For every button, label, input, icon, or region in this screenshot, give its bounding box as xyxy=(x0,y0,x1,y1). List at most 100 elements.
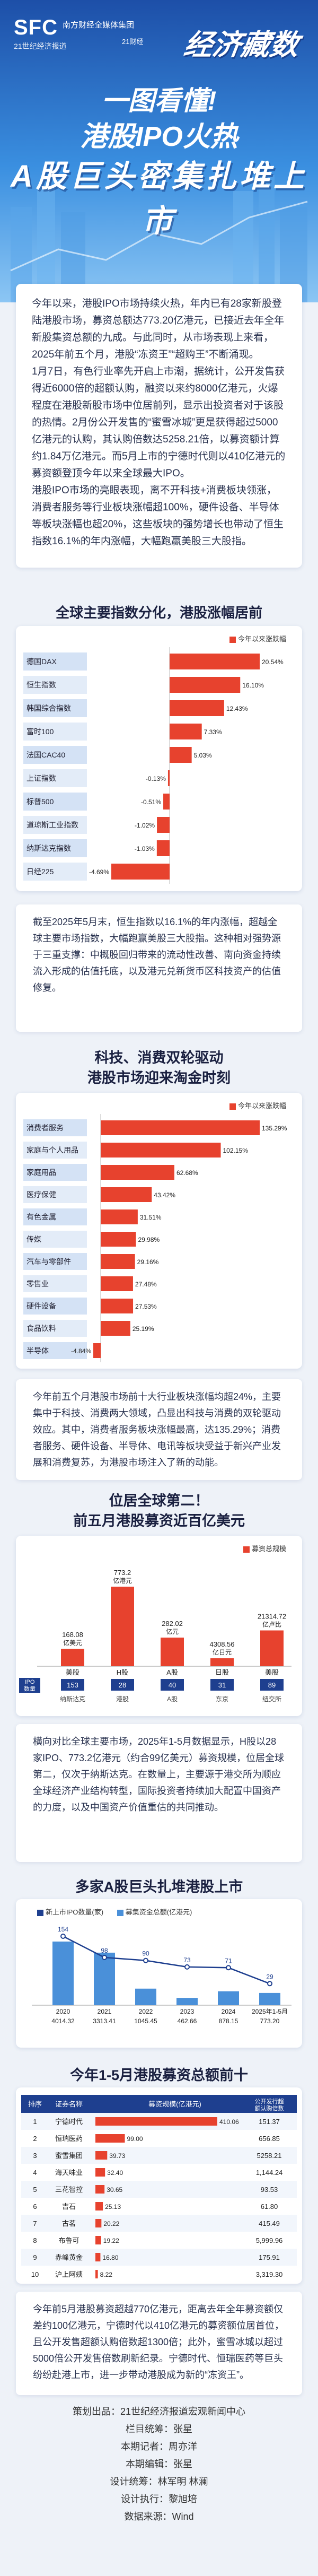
category-label-bg xyxy=(23,746,87,764)
bar xyxy=(101,1209,138,1224)
table-row-bg xyxy=(21,2198,297,2215)
category-label-bg xyxy=(23,1164,87,1181)
category-label-bg xyxy=(23,1253,87,1270)
table-row-bg xyxy=(21,2147,297,2164)
data-label: -0.13% xyxy=(146,775,166,782)
data-label: 773.2 xyxy=(114,1569,131,1577)
chart1-svg: 德国DAX 20.54% 恒生指数 16.10% 韩国综合指数 12.43% 富时100 7.… xyxy=(23,647,284,884)
hero-title-line1: 一图看懂! xyxy=(101,86,217,116)
bar xyxy=(156,840,170,856)
chart3-title: 位居全球第二！ 前五月港股募资近百亿美元 xyxy=(0,1491,318,1531)
intro-paragraph-2: 1月7日，有色行业率先开启上市潮，据统计，公开发售获得近6000倍的超额认购，融… xyxy=(32,366,286,479)
hero-title-line2: 港股IPO火热 xyxy=(80,121,238,152)
table-header-bg xyxy=(21,2095,297,2113)
category-label-bg xyxy=(23,1119,87,1136)
legend-swatch-blue xyxy=(37,1909,43,1916)
chart4-legend1: 新上市IPO数量(家) xyxy=(46,1908,104,1916)
mult-cell: 5,999.96 xyxy=(256,2236,283,2244)
rank-cell: 7 xyxy=(33,2220,37,2227)
chart5-note: 今年前5月港股募资超越770亿港元，距离去年全年募资额仅差约100亿港元，宁德时… xyxy=(16,2292,302,2395)
ipo-count-cell xyxy=(111,1679,134,1691)
category-label: 美股 xyxy=(66,1668,80,1676)
bar xyxy=(161,1638,184,1666)
rank-cell: 9 xyxy=(33,2253,37,2261)
size-bar xyxy=(95,2134,125,2143)
chart2-title-line1: 科技、消费双轮驱动 xyxy=(94,1050,224,1066)
hero-banner: SFC 21世纪经济报道 南方财经全媒体集团 21财经 经济藏数 一图看懂! 港… xyxy=(0,0,318,302)
data-label: 7.33% xyxy=(204,728,222,736)
name-cell: 布鲁可 xyxy=(58,2236,79,2244)
hero-skyline xyxy=(10,175,308,302)
col-header-name: 证券名称 xyxy=(55,2100,83,2108)
credit-planning: 策划出品：21世纪经济报道宏观新闻中心 xyxy=(72,2406,246,2417)
market-label: 纳斯达克 xyxy=(60,1695,85,1703)
rank-cell: 10 xyxy=(31,2270,39,2278)
credit-data-source: 数据来源：Wind xyxy=(124,2511,194,2522)
data-label: 16.10% xyxy=(242,682,264,689)
ipo-count-point xyxy=(60,1934,66,1939)
mult-cell: 1,144.24 xyxy=(256,2169,283,2177)
amount-bar xyxy=(218,1991,239,2005)
bar xyxy=(157,817,170,833)
category-label-bg xyxy=(23,1186,87,1203)
rank-cell: 3 xyxy=(33,2152,37,2160)
amount-bar xyxy=(176,1998,198,2005)
bar xyxy=(111,864,170,880)
category-label: 硬件设备 xyxy=(26,1302,56,1310)
category-label: 标普500 xyxy=(26,797,54,806)
market-label: 纽交所 xyxy=(262,1695,281,1703)
mult-cell: 151.37 xyxy=(259,2118,280,2126)
intro-paragraph-3: 港股IPO市场的亮眼表现，离不开科技+消费板块领涨，消费者服务等行业板块涨幅超1… xyxy=(32,485,284,547)
amount-bar xyxy=(135,1988,156,2005)
category-label-bg xyxy=(23,723,87,741)
ipo-count-value: 31 xyxy=(218,1681,226,1689)
data-label: 29.98% xyxy=(138,1236,160,1243)
amount-label: 1045.45 xyxy=(134,2017,157,2025)
amount-label: 462.66 xyxy=(178,2017,197,2025)
category-label-bg xyxy=(23,676,87,694)
bar xyxy=(170,654,260,669)
name-cell: 恒瑞医药 xyxy=(55,2135,83,2143)
amount-bar xyxy=(259,1992,280,2005)
category-label-bg xyxy=(23,769,87,787)
size-label: 20.22 xyxy=(103,2220,119,2227)
amount-label: 3313.41 xyxy=(93,2017,116,2025)
table-row-bg xyxy=(21,2266,297,2283)
chart1-note-text: 截至2025年5月末，恒生指数以16.1%的年内涨幅，超越全球主要市场指数，大幅… xyxy=(33,917,281,993)
category-label-bg xyxy=(23,1231,87,1248)
sfc-logo: SFC 21世纪经济报道 xyxy=(14,16,67,51)
category-label: 家庭与个人用品 xyxy=(26,1146,78,1154)
table-row-bg xyxy=(21,2181,297,2198)
size-bar xyxy=(95,2185,105,2194)
data-label: 20.54% xyxy=(262,658,284,666)
category-label-bg xyxy=(23,1320,87,1337)
table-row-bg xyxy=(21,2130,297,2147)
bar xyxy=(101,1232,136,1247)
category-label: H股 xyxy=(117,1668,128,1676)
credit-reporter: 本期记者：周亦洋 xyxy=(121,2441,197,2452)
legend-swatch-lightblue xyxy=(117,1909,123,1916)
bar xyxy=(101,1299,134,1313)
data-label: -1.02% xyxy=(135,822,155,829)
col-header-size: 募资规模(亿港元) xyxy=(148,2100,201,2108)
intro-card: 今年以来，港股IPO市场持续火热，年内已有28家新股登陆港股市场，募资总额达77… xyxy=(16,284,302,568)
ipo-count-cell xyxy=(61,1679,84,1691)
bar xyxy=(93,1343,101,1358)
size-bar xyxy=(95,2270,98,2278)
ipo-count-box xyxy=(19,1678,40,1693)
size-label: 39.73 xyxy=(109,2152,125,2160)
category-label-bg xyxy=(23,699,87,717)
category-label-bg xyxy=(23,863,87,881)
rank-cell: 5 xyxy=(33,2186,37,2194)
chart1-card: 今年以来涨跌幅 德国DAX 20.54% 恒生指数 16.10% 韩国综合指数 12.43… xyxy=(16,626,302,891)
chart1-title: 全球主要指数分化，港股涨幅居前 xyxy=(55,605,262,621)
mult-cell: 656.85 xyxy=(259,2135,280,2143)
ipo-count-point xyxy=(184,1964,190,1970)
table-row-bg xyxy=(21,2232,297,2249)
category-label-bg xyxy=(23,652,87,671)
chart3-legend: 募资总规模 xyxy=(243,1543,286,1553)
size-label: 25.13 xyxy=(105,2203,121,2211)
bar xyxy=(101,1321,130,1336)
year-label: 2022 xyxy=(139,2008,153,2015)
ipo-count-label: 154 xyxy=(58,1926,68,1933)
